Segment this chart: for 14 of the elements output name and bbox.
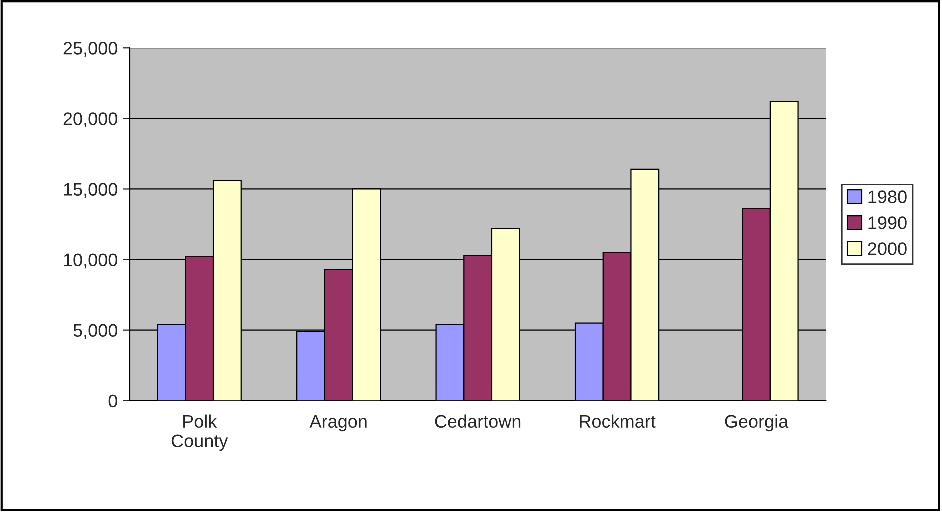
legend-label: 2000 — [868, 242, 907, 256]
x-tick-label: Aragon — [310, 415, 367, 432]
y-tick-label: 0 — [108, 394, 118, 408]
legend-label: 1990 — [868, 216, 907, 230]
y-tick-label: 5,000 — [74, 324, 118, 340]
x-tick-label: Cedartown — [435, 414, 521, 428]
y-tick-label: 20,000 — [64, 112, 118, 128]
x-tick-label: Rockmart — [580, 414, 656, 428]
x-tick-label: Polk County — [172, 414, 228, 452]
y-tick-label: 10,000 — [64, 254, 118, 269]
y-tick-label: 25,000 — [64, 42, 118, 57]
y-tick-label: 15,000 — [64, 183, 118, 198]
legend-label: 1980 — [868, 190, 907, 204]
x-tick-label: Georgia — [725, 414, 789, 432]
